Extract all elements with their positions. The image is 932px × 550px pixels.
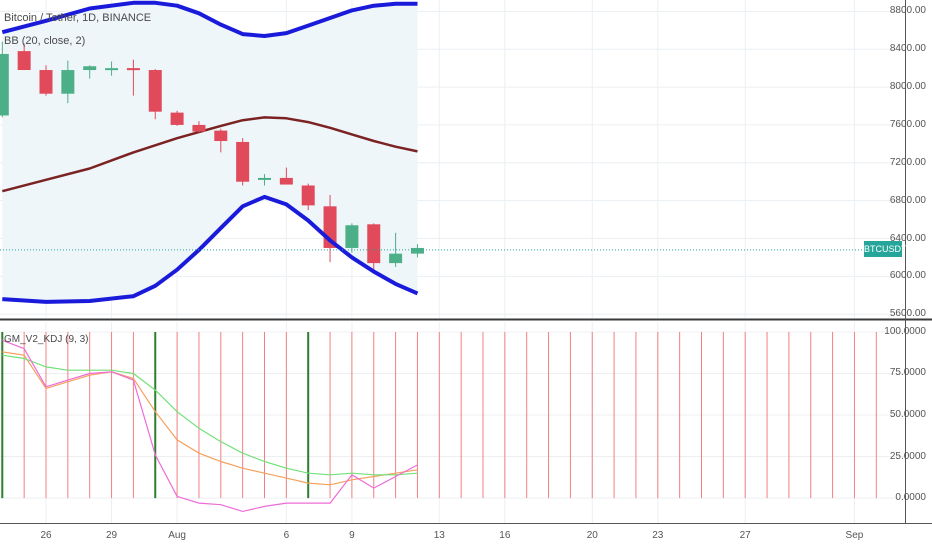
candle-up[interactable] — [105, 68, 119, 71]
kdj-k-line[interactable] — [2, 351, 418, 486]
candle-down[interactable] — [126, 68, 140, 71]
kdj-d-line[interactable] — [2, 354, 418, 476]
date-tick-label: Sep — [845, 530, 864, 541]
price-tick-label: 8000.00 — [889, 81, 926, 93]
price-tick-label: 7600.00 — [889, 118, 926, 130]
kdj-tick-label: 75.0000 — [889, 367, 926, 379]
price-tick-label: 6800.00 — [889, 194, 926, 206]
candle-down[interactable] — [39, 70, 53, 94]
candle-up[interactable] — [410, 247, 424, 254]
date-tick-label: 6 — [283, 530, 290, 541]
kdj-tick-label: 0.0000 — [895, 492, 926, 504]
candle-up[interactable] — [345, 225, 359, 248]
chart-title: Bitcoin / Tether, 1D, BINANCE — [4, 12, 152, 24]
date-tick-label: 9 — [349, 530, 355, 541]
candle-down[interactable] — [170, 112, 184, 125]
price-badge: BTCUSDT — [864, 241, 907, 257]
price-tick-label: 8400.00 — [889, 43, 926, 55]
date-tick-label: Aug — [168, 530, 186, 541]
date-tick-label: 26 — [40, 530, 52, 541]
price-tick-label: 5600.00 — [889, 308, 926, 320]
candle-up[interactable] — [0, 53, 9, 116]
kdj-tick-label: 100.0000 — [884, 325, 926, 337]
candle-up[interactable] — [258, 177, 271, 180]
candle-up[interactable] — [83, 66, 97, 71]
date-tick-label: 13 — [433, 530, 445, 541]
bb-upper-line — [1, 0, 418, 38]
price-tick-label: 6000.00 — [889, 270, 926, 282]
kdj-tick-label: 25.0000 — [889, 450, 926, 462]
candle-up[interactable] — [389, 253, 403, 264]
date-tick-label: 23 — [652, 530, 664, 541]
candle-down[interactable] — [192, 124, 206, 132]
candle-up[interactable] — [61, 70, 75, 94]
price-tick-label: 7200.00 — [889, 156, 926, 168]
price-tick-label: 8800.00 — [889, 5, 926, 17]
candle-down[interactable] — [367, 224, 381, 264]
bb-indicator-label[interactable]: BB (20, close, 2) — [4, 35, 86, 47]
candle-down[interactable] — [148, 70, 162, 112]
date-tick-label: 16 — [499, 530, 511, 541]
candle-down[interactable] — [214, 130, 228, 142]
price-tick-label: 6400.00 — [889, 232, 926, 244]
candle-down[interactable] — [17, 51, 31, 71]
candle-down[interactable] — [279, 177, 293, 185]
bb-basis-line — [1, 116, 418, 193]
date-tick-label: 29 — [105, 530, 118, 541]
bb-lower-line — [2, 194, 419, 304]
candle-down[interactable] — [236, 141, 250, 182]
date-tick-label: 20 — [586, 530, 598, 541]
kdj-j-line[interactable] — [2, 339, 418, 513]
kdj-tick-label: 50.0000 — [889, 409, 926, 421]
kdj-indicator-label[interactable]: GM_V2_KDJ (9, 3) — [4, 334, 89, 345]
date-tick-label: 27 — [739, 530, 751, 541]
candle-down[interactable] — [301, 185, 315, 206]
bb-band-fill — [2, 2, 418, 302]
